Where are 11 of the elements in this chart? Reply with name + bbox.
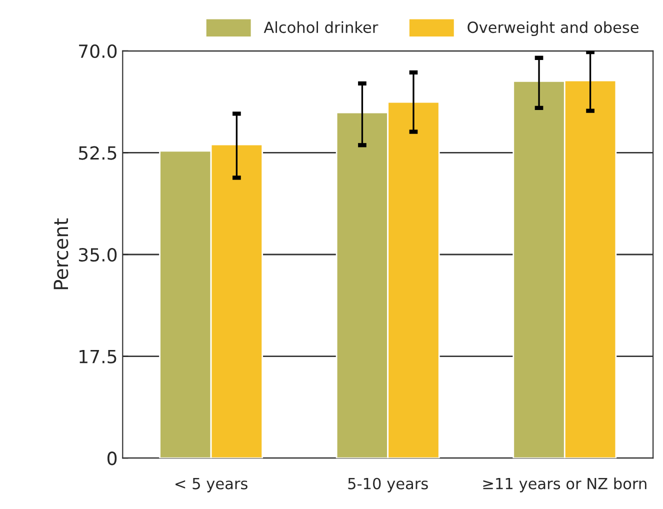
y-tick-label: 70.0 [79, 44, 117, 58]
legend-label: Overweight and obese [468, 21, 638, 36]
y-tick-label: 35.0 [78, 248, 117, 262]
y-tick-label: 0 [107, 452, 117, 466]
x-tick-label: 5-10 years [348, 478, 428, 492]
x-tick-label: ≥11 years or NZ born [483, 478, 646, 492]
y-axis-title: Percent [54, 218, 68, 290]
legend-label: Alcohol drinker [264, 21, 378, 34]
y-tick-label: 17.5 [80, 350, 116, 364]
y-tick-label: 52.5 [78, 146, 116, 160]
x-tick-label: < 5 years [176, 478, 248, 492]
